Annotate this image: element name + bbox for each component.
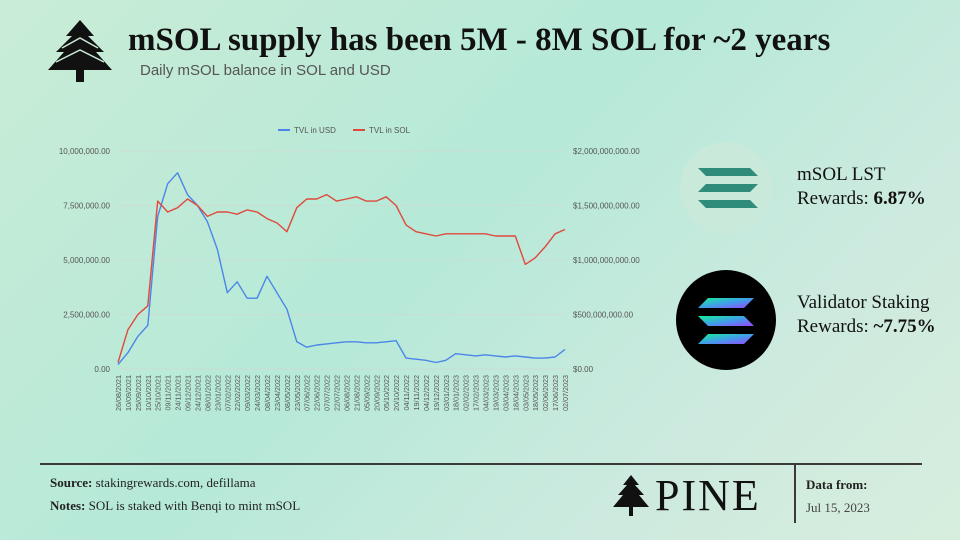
legend-label: TVL in USD: [294, 126, 336, 135]
y-right-tick-label: $1,500,000,000.00: [573, 202, 640, 211]
x-tick-label: 25/10/2021: [154, 375, 163, 411]
x-tick-label: 10/09/2021: [124, 375, 133, 411]
legend-label: TVL in SOL: [369, 126, 411, 135]
x-tick-label: 23/05/2022: [293, 375, 302, 411]
x-tick-label: 09/03/2022: [243, 375, 252, 411]
x-tick-label: 10/10/2021: [144, 375, 153, 411]
x-tick-label: 04/12/2022: [422, 375, 431, 411]
pine-brand-wordmark: PINE: [655, 471, 761, 520]
x-tick-label: 23/01/2022: [213, 375, 222, 411]
msol-logo-icon: [680, 142, 772, 234]
x-tick-label: 23/04/2022: [273, 375, 282, 411]
x-tick-label: 20/10/2022: [392, 375, 401, 411]
tvl-line-chart: 0.00 2,500,000.00 5,000,000.00 7,500,000.00…: [59, 126, 640, 411]
x-tick-label: 19/03/2023: [491, 375, 500, 411]
data-from-value: Jul 15, 2023: [806, 500, 870, 515]
x-tick-label: 05/10/2022: [382, 375, 391, 411]
data-from-label: Data from:: [806, 477, 868, 492]
x-tick-label: 22/02/2022: [233, 375, 242, 411]
x-tick-label: 05/09/2022: [362, 375, 371, 411]
x-tick-label: 21/08/2022: [352, 375, 361, 411]
footer-vertical-divider: [794, 465, 796, 523]
y-right-tick-label: $500,000,000.00: [573, 311, 634, 320]
x-tick-label: 02/07/2023: [561, 375, 570, 411]
x-tick-label: 22/07/2022: [333, 375, 342, 411]
source-line: Source: stakingrewards.com, defillama: [50, 475, 256, 491]
x-tick-label: 07/07/2022: [323, 375, 332, 411]
validator-rewards-prefix: Rewards:: [797, 316, 874, 337]
series-line-usd: [117, 172, 566, 366]
x-tick-label: 04/11/2022: [402, 375, 411, 410]
x-tick-label: 19/11/2022: [412, 375, 421, 410]
x-tick-label: 07/02/2022: [223, 375, 232, 411]
x-tick-label: 02/02/2023: [462, 375, 471, 411]
x-tick-label: 03/01/2023: [442, 375, 451, 411]
x-tick-label: 20/09/2022: [372, 375, 381, 411]
x-tick-label: 08/04/2022: [263, 375, 272, 411]
x-tick-label: 18/04/2023: [511, 375, 520, 411]
x-tick-label: 17/06/2023: [551, 375, 560, 411]
series-line-sol: [117, 193, 566, 363]
source-label: Source:: [50, 475, 93, 490]
x-tick-label: 24/12/2021: [193, 375, 202, 411]
x-tick-label: 19/12/2022: [432, 375, 441, 411]
x-tick-label: 06/08/2022: [342, 375, 351, 411]
y-left-tick-label: 7,500,000.00: [63, 202, 110, 211]
source-value: stakingrewards.com, defillama: [95, 475, 256, 490]
y-left-tick-label: 5,000,000.00: [63, 256, 110, 265]
x-tick-label: 24/11/2021: [174, 375, 183, 410]
x-tick-label: 26/08/2021: [114, 375, 123, 411]
notes-value: SOL is staked with Benqi to mint mSOL: [88, 498, 301, 513]
msol-title: mSOL LST: [797, 164, 886, 185]
x-tick-label: 09/12/2021: [184, 375, 193, 411]
page-subtitle: Daily mSOL balance in SOL and USD: [140, 62, 391, 79]
pine-brand-tree-icon: [613, 475, 649, 516]
x-tick-label: 09/11/2021: [164, 375, 173, 410]
x-tick-label: 03/04/2023: [501, 375, 510, 411]
notes-line: Notes: SOL is staked with Benqi to mint …: [50, 498, 300, 514]
x-tick-label: 08/05/2022: [283, 375, 292, 411]
validator-title: Validator Staking: [797, 292, 930, 313]
footer-divider: [40, 463, 922, 465]
msol-rewards-prefix: Rewards:: [797, 188, 874, 209]
x-tick-label: 02/06/2023: [541, 375, 550, 411]
solana-logo-icon: [676, 270, 776, 370]
x-tick-label: 04/03/2023: [482, 375, 491, 411]
x-tick-label: 18/01/2023: [452, 375, 461, 411]
validator-rewards-text: Validator Staking Rewards: ~7.75%: [797, 291, 936, 339]
page-title: mSOL supply has been 5M - 8M SOL for ~2 …: [128, 22, 831, 58]
x-tick-label: 07/06/2022: [303, 375, 312, 411]
x-tick-label: 08/01/2022: [203, 375, 212, 411]
y-right-tick-label: $1,000,000,000.00: [573, 256, 640, 265]
y-right-tick-label: $0.00: [573, 365, 594, 374]
x-tick-label: 03/05/2023: [521, 375, 530, 411]
x-tick-label: 24/03/2022: [253, 375, 262, 411]
msol-rewards-value: 6.87%: [873, 188, 926, 209]
x-tick-label: 18/05/2023: [531, 375, 540, 411]
pine-tree-logo-icon: [48, 20, 112, 82]
y-right-tick-label: $2,000,000,000.00: [573, 147, 640, 156]
x-tick-label: 22/06/2022: [313, 375, 322, 411]
msol-rewards-text: mSOL LST Rewards: 6.87%: [797, 163, 926, 211]
y-left-tick-label: 2,500,000.00: [63, 311, 110, 320]
x-tick-label: 17/02/2023: [472, 375, 481, 411]
y-left-tick-label: 10,000,000.00: [59, 147, 111, 156]
y-left-tick-label: 0.00: [94, 365, 110, 374]
validator-rewards-value: ~7.75%: [873, 316, 936, 337]
notes-label: Notes:: [50, 498, 86, 513]
x-tick-label: 25/09/2021: [134, 375, 143, 411]
